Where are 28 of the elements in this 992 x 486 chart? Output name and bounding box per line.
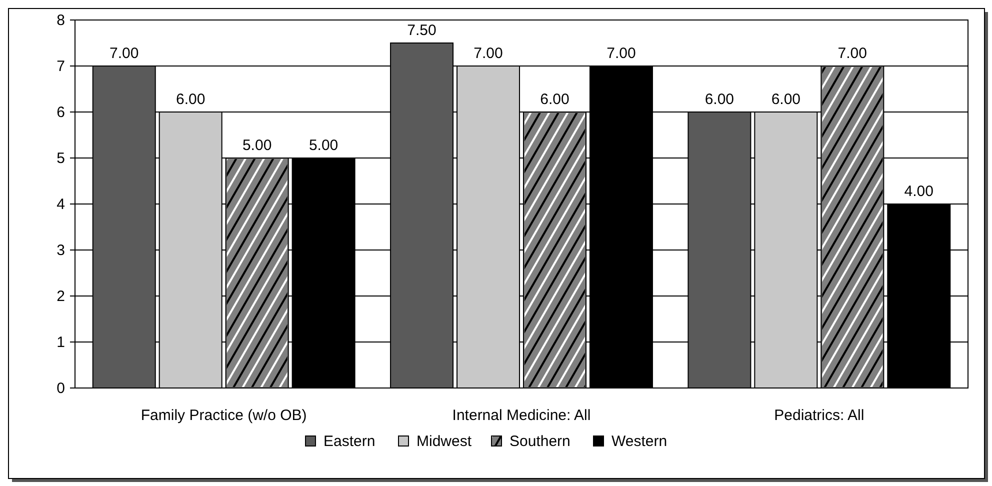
data-label: 6.00 xyxy=(771,91,801,108)
legend-label: Southern xyxy=(510,433,570,450)
data-label: 7.00 xyxy=(110,45,139,62)
data-label: 6.00 xyxy=(176,91,206,108)
y-tick-label: 5 xyxy=(56,150,65,167)
y-tick-label: 7 xyxy=(56,58,65,75)
legend-label: Midwest xyxy=(416,433,472,450)
y-tick-label: 6 xyxy=(56,104,65,121)
data-label: 7.50 xyxy=(407,22,436,39)
legend-label: Eastern xyxy=(324,433,376,450)
data-label: 5.00 xyxy=(308,137,338,154)
legend-label: Western xyxy=(612,433,668,450)
data-label: 6.00 xyxy=(540,91,570,108)
y-tick-label: 2 xyxy=(56,288,65,305)
y-tick-label: 3 xyxy=(56,242,65,259)
y-tick-label: 0 xyxy=(56,380,65,397)
y-tick-label: 4 xyxy=(56,196,65,213)
data-label: 4.00 xyxy=(904,183,934,200)
x-tick-label: Internal Medicine: All xyxy=(452,407,591,424)
x-tick-label: Pediatrics: All xyxy=(774,407,864,424)
data-label: 7.00 xyxy=(474,45,503,62)
x-tick-label: Family Practice (w/o OB) xyxy=(140,407,307,424)
data-label: 7.00 xyxy=(606,45,636,62)
data-label: 6.00 xyxy=(704,91,734,108)
data-label: 5.00 xyxy=(242,137,272,154)
y-tick-label: 1 xyxy=(56,334,65,351)
data-label: 7.00 xyxy=(838,45,868,62)
y-tick-label: 8 xyxy=(56,12,65,29)
